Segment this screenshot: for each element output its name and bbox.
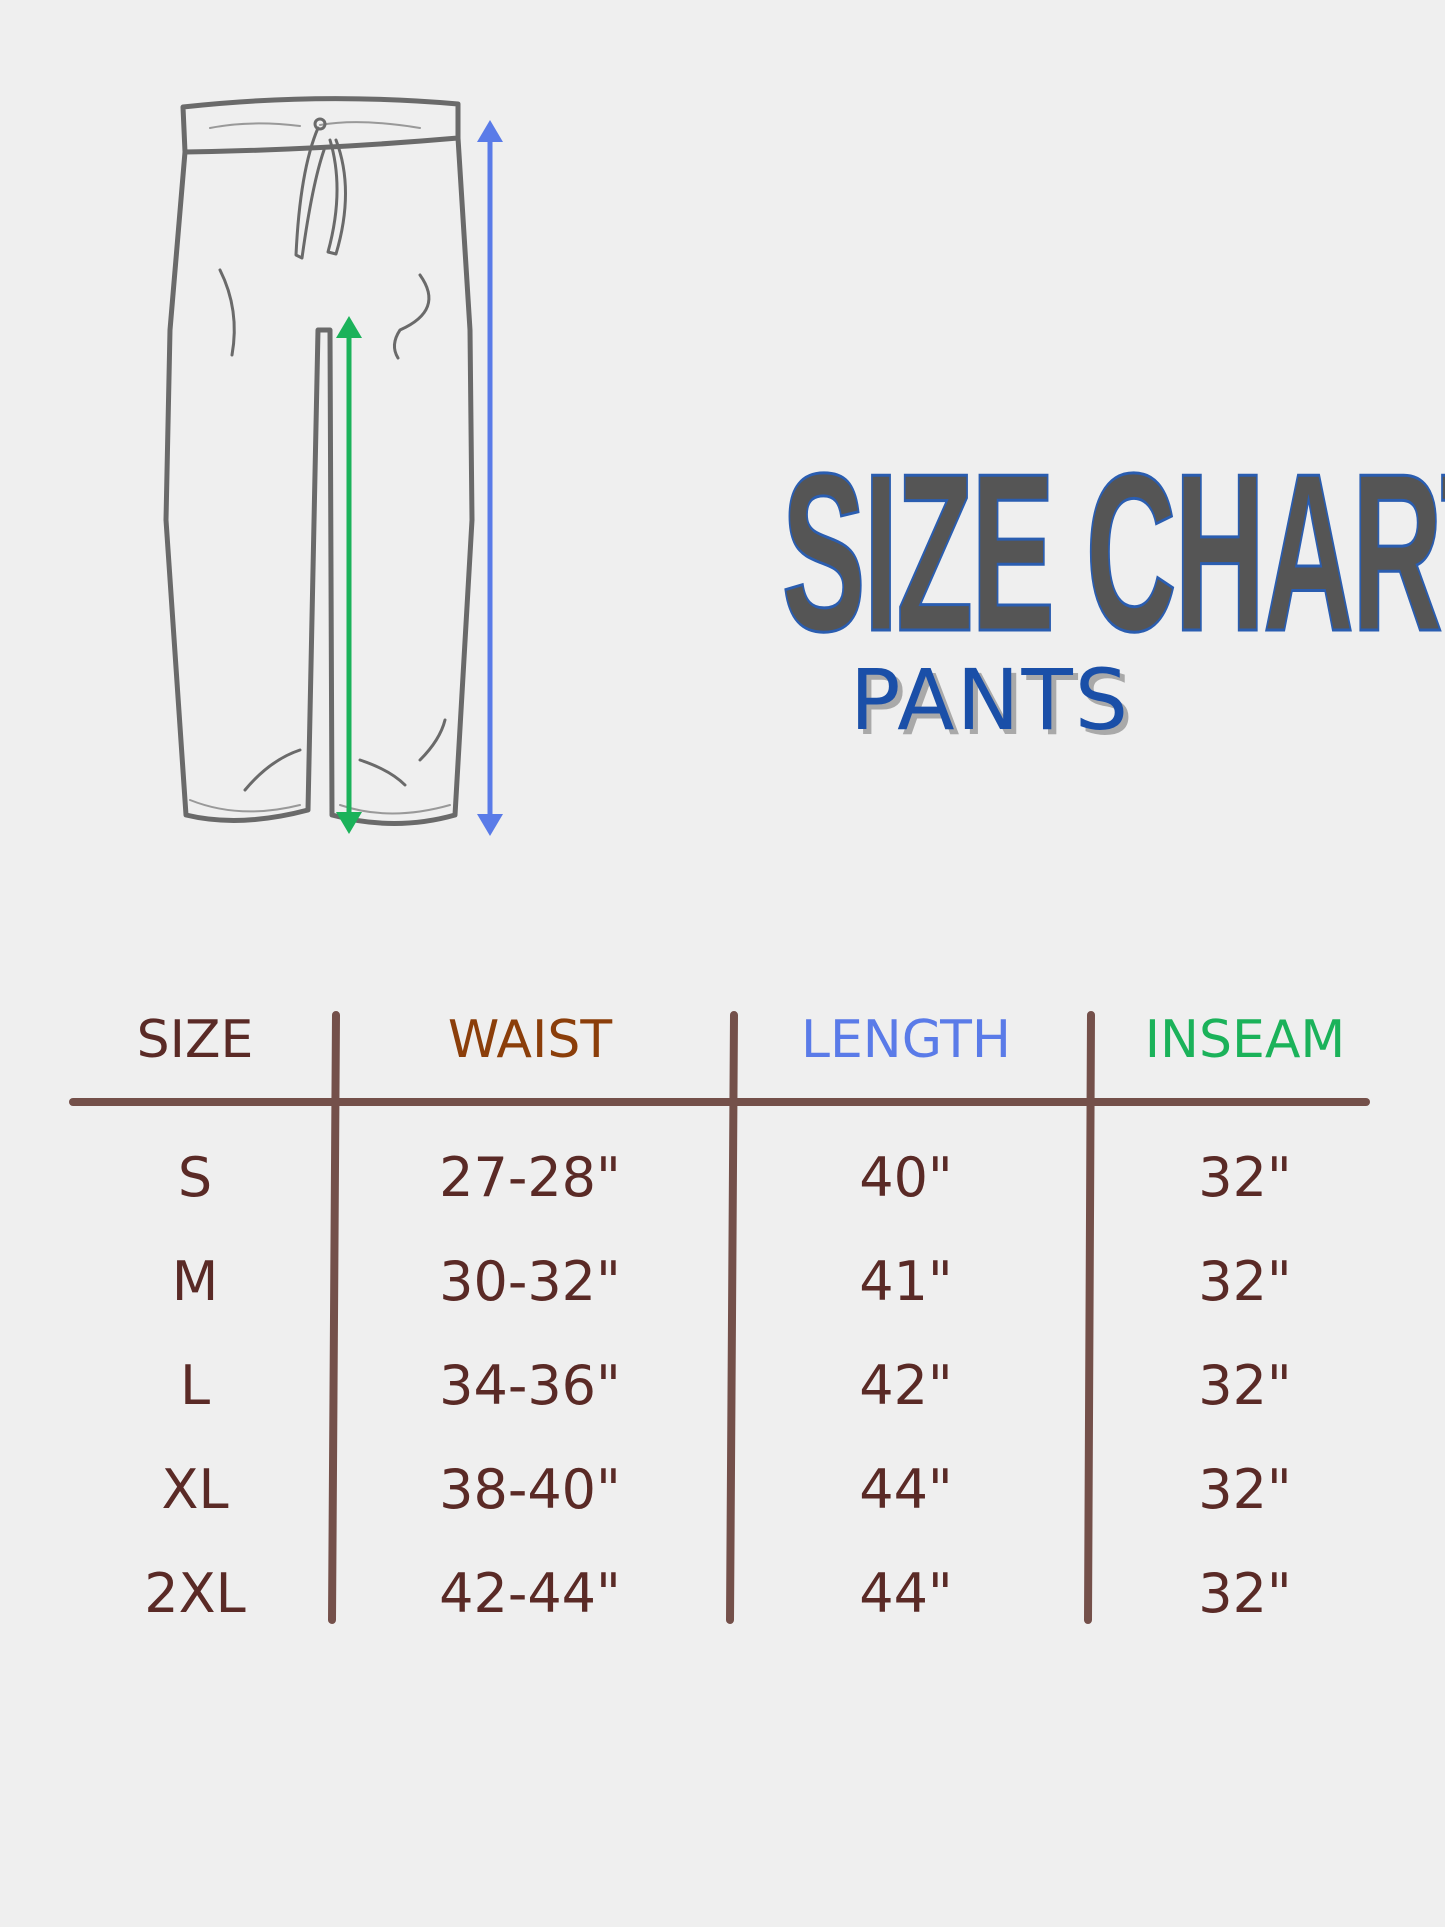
table-cell: XL — [161, 1458, 229, 1521]
length-arrow — [477, 120, 503, 836]
table-cell: 32" — [1198, 1458, 1292, 1521]
page-subtitle: PANTS — [849, 651, 1131, 749]
table-cell: 42-44" — [439, 1562, 621, 1625]
table-cell: 42" — [859, 1354, 953, 1417]
table-cell: 34-36" — [439, 1354, 621, 1417]
table-cell: 38-40" — [439, 1458, 621, 1521]
inseam-arrow — [336, 316, 362, 834]
table-grid — [69, 1011, 1370, 1624]
table-cell: 2XL — [144, 1562, 246, 1625]
column-divider — [726, 1011, 738, 1624]
table-cell: 44" — [859, 1562, 953, 1625]
column-header-length: LENGTH — [800, 1010, 1012, 1070]
table-cell: 27-28" — [439, 1146, 621, 1209]
table-cell: 32" — [1198, 1354, 1292, 1417]
table-cell: L — [179, 1354, 211, 1417]
column-divider — [1084, 1011, 1095, 1624]
table-cell: 32" — [1198, 1250, 1292, 1313]
column-header-inseam: INSEAM — [1144, 1010, 1346, 1070]
table-cell: 32" — [1198, 1562, 1292, 1625]
table-cell: 32" — [1198, 1146, 1292, 1209]
table-cell: S — [177, 1146, 213, 1209]
table-cell: 44" — [859, 1458, 953, 1521]
table-cell: 30-32" — [439, 1250, 621, 1313]
pants-outline-icon — [163, 96, 475, 826]
table-cell: 40" — [859, 1146, 953, 1209]
column-divider — [328, 1011, 340, 1624]
table-cell: M — [171, 1250, 219, 1313]
table-cell: 41" — [859, 1250, 953, 1313]
column-header-waist: WAIST — [447, 1010, 613, 1070]
column-header-size: SIZE — [136, 1010, 254, 1070]
page-title: SIZE CHART — [781, 426, 1445, 678]
